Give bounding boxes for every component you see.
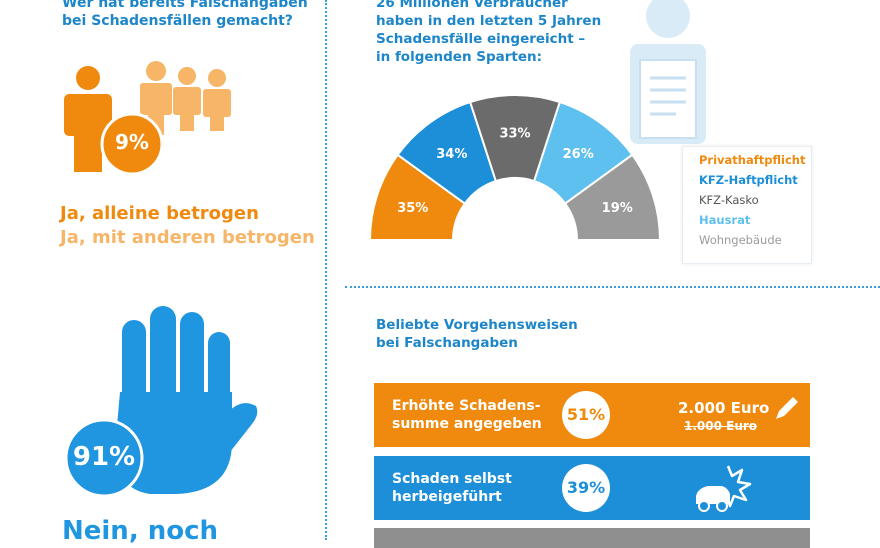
donut-segment-label: 33% [499, 127, 530, 142]
alone-label: Ja, alleine betrogen [60, 203, 259, 224]
stop-hand-icon [64, 306, 258, 498]
left-question: Wer hat bereits Falschangaben bei Schade… [62, 0, 308, 30]
spartan-title: 26 Millionen Verbraucher haben in den le… [376, 0, 601, 66]
spartan-title-line1: 26 Millionen Verbraucher [376, 0, 568, 11]
spartan-title-line3: Schadensfälle eingereicht – [376, 31, 586, 47]
method-row-1-percent: 51% [562, 391, 610, 439]
left-question-line1: Wer hat bereits Falschangaben [62, 0, 308, 11]
donut-segment-label: 26% [563, 147, 594, 162]
method-row-2: Schaden selbst herbeigeführt 39% [374, 456, 810, 520]
method-row-3 [374, 528, 810, 548]
donut-segment-label: 34% [436, 147, 467, 162]
others-label: Ja, mit anderen betrogen [60, 227, 315, 248]
methods-title-line1: Beliebte Vorgehensweisen [376, 317, 578, 333]
legend-item: KFZ-Kasko [699, 193, 759, 207]
alone-person-icon [64, 66, 112, 172]
document-person-icon [630, 0, 706, 144]
methods-title-line2: bei Falschangaben [376, 335, 518, 351]
amount-old: 1.000 Euro [684, 419, 758, 433]
divider-vertical [325, 0, 327, 540]
method-row-1-line1: Erhöhte Schadens- [392, 398, 541, 414]
divider-horizontal [345, 286, 880, 288]
left-question-line2: bei Schadensfällen gemacht? [62, 13, 293, 29]
method-row-2-label: Schaden selbst herbeigeführt [392, 470, 512, 506]
amount-new: 2.000 Euro [678, 399, 770, 417]
alone-percent: 9% [115, 130, 149, 154]
pencil-icon [776, 397, 798, 419]
people-icon [64, 61, 231, 176]
method-row-2-percent: 39% [562, 464, 610, 512]
legend-item: Hausrat [699, 213, 751, 227]
donut-segment-label: 35% [397, 201, 428, 216]
donut-segment-label: 19% [602, 201, 633, 216]
method-row-1: Erhöhte Schadens- summe angegeben 51% 2.… [374, 383, 810, 447]
spartan-title-line2: haben in den letzten 5 Jahren [376, 13, 602, 29]
sparten-donut-chart: 35% 34% 33% 26% 19% [368, 94, 662, 241]
car-crash-icon [696, 465, 752, 512]
legend-item: Privathaftpflicht [699, 153, 806, 167]
others-people-icon [140, 61, 231, 135]
methods-title: Beliebte Vorgehensweisen bei Falschangab… [376, 316, 578, 352]
method-row-1-label: Erhöhte Schadens- summe angegeben [392, 397, 542, 433]
legend-item: KFZ-Haftpflicht [699, 173, 798, 187]
legend-item: Wohngebäude [699, 233, 782, 247]
donut-segment [563, 153, 662, 241]
spartan-title-line4: in folgenden Sparten: [376, 49, 543, 65]
method-row-2-line1: Schaden selbst [392, 471, 512, 487]
no-percent: 91% [72, 442, 136, 472]
sparten-legend: Privathaftpflicht KFZ-Haftpflicht KFZ-Kask… [682, 146, 812, 264]
method-row-2-line2: herbeigeführt [392, 489, 502, 505]
method-row-1-line2: summe angegeben [392, 416, 542, 432]
no-label: Nein, noch [62, 516, 219, 546]
